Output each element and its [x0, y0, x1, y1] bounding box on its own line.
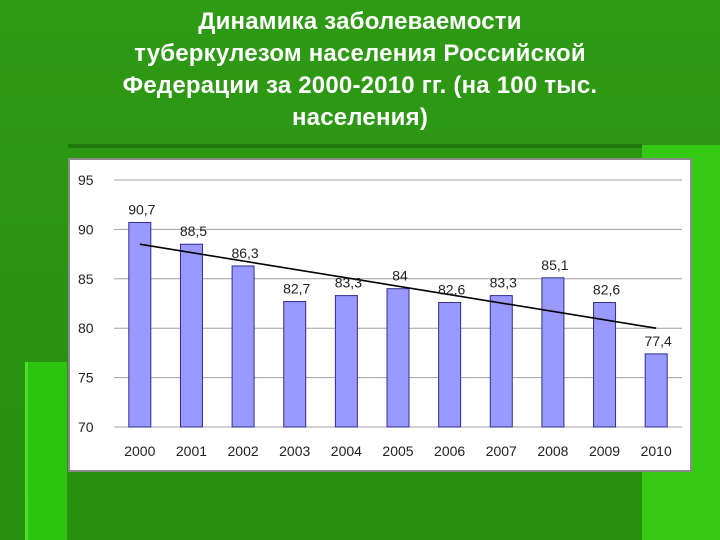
- title-line-2: туберкулезом населения Российской: [134, 40, 586, 67]
- bar: [541, 277, 565, 428]
- x-tick-label: 2008: [537, 443, 568, 459]
- y-tick-label: 85: [78, 271, 94, 287]
- bar: [128, 221, 152, 428]
- y-tick-label: 70: [78, 419, 94, 435]
- bar: [179, 243, 203, 428]
- bar: [386, 288, 410, 428]
- x-tick-label: 2000: [124, 443, 155, 459]
- title-line-1: Динамика заболеваемости: [198, 8, 522, 35]
- x-tick-label: 2006: [434, 443, 465, 459]
- data-label: 85,1: [541, 257, 568, 273]
- x-tick-label: 2010: [641, 443, 672, 459]
- bar: [489, 295, 513, 428]
- slide-decor-left: [25, 362, 67, 540]
- y-tick-label: 90: [78, 221, 94, 237]
- data-label: 82,6: [438, 282, 465, 298]
- x-tick-label: 2004: [331, 443, 362, 459]
- bar: [283, 301, 307, 428]
- x-tick-label: 2009: [589, 443, 620, 459]
- bar: [231, 265, 255, 428]
- x-tick-label: 2007: [486, 443, 517, 459]
- data-label: 86,3: [231, 245, 258, 261]
- data-label: 83,3: [490, 275, 517, 291]
- data-label: 90,7: [128, 201, 155, 217]
- slide-title: Динамика заболеваемости туберкулезом нас…: [20, 6, 700, 134]
- slide-decor-top-line: [68, 144, 642, 148]
- y-tick-label: 75: [78, 370, 94, 386]
- title-line-4: населения): [291, 104, 429, 131]
- bar: [334, 295, 358, 428]
- chart-frame: 70 75 80 85 90 95 2000 2001 2002 2003 2004 2005 2006…: [68, 158, 692, 472]
- y-tick-label: 95: [78, 172, 94, 188]
- trend-line: [139, 243, 657, 329]
- bar: [644, 353, 668, 428]
- x-tick-label: 2003: [279, 443, 310, 459]
- bar: [438, 302, 462, 428]
- data-label: 84: [392, 268, 408, 284]
- data-label: 83,3: [335, 275, 362, 291]
- x-tick-label: 2002: [228, 443, 259, 459]
- tuberculosis-bar-chart: 70 75 80 85 90 95 2000 2001 2002 2003 2004 2005 2006…: [78, 172, 682, 459]
- data-label: 77,4: [645, 333, 672, 349]
- data-label: 82,6: [593, 282, 620, 298]
- bar: [593, 302, 617, 428]
- title-line-3: Федерации за 2000-2010 гг. (на 100 тыс.: [122, 72, 598, 99]
- y-tick-label: 80: [78, 320, 94, 336]
- x-tick-label: 2001: [176, 443, 207, 459]
- x-tick-label: 2005: [382, 443, 413, 459]
- data-label: 88,5: [180, 223, 207, 239]
- data-label: 82,7: [283, 281, 310, 297]
- slide-decor-left-line: [25, 362, 28, 540]
